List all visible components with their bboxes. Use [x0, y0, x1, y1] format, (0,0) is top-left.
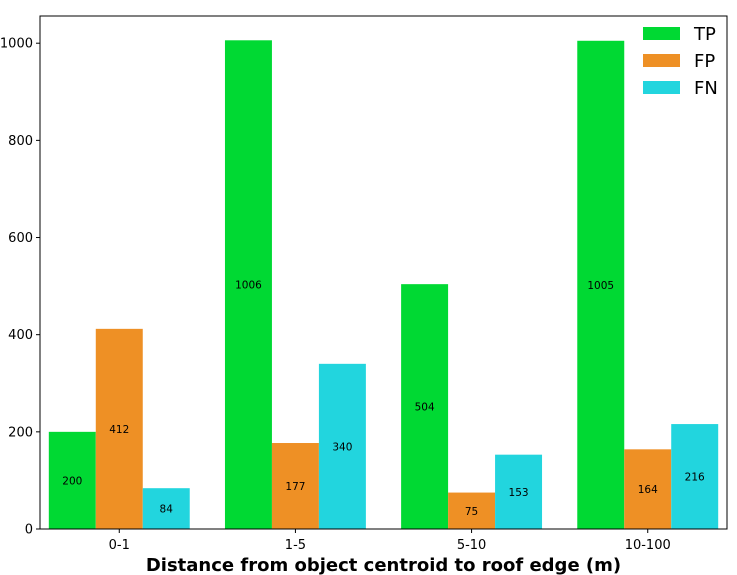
bar-tp-1-5 — [224, 40, 272, 530]
bar-value-label: 1005 — [587, 280, 614, 292]
bar-tp-0-1 — [48, 431, 96, 529]
bar-value-label: 1006 — [235, 280, 262, 292]
bar-fn-10-100 — [671, 424, 719, 529]
legend: TP FP FN — [643, 24, 718, 99]
y-tick-label: 0 — [25, 523, 33, 538]
bar-labels-layer: 200 1006 504 1005 412 177 75 164 84 340 153 216 — [62, 280, 705, 518]
legend-swatch-fn — [643, 81, 680, 94]
x-tick-label: 1-5 — [285, 538, 306, 553]
bar-fp-1-5 — [271, 443, 319, 529]
bar-fn-0-1 — [142, 488, 190, 529]
bar-fn-5-10 — [495, 454, 543, 529]
x-axis-title: Distance from object centroid to roof ed… — [146, 555, 621, 575]
bar-fp-10-100 — [624, 449, 672, 529]
x-tick-label: 0-1 — [109, 538, 130, 553]
x-tick-label: 5-10 — [457, 538, 487, 553]
y-tick-label: 400 — [8, 328, 33, 343]
legend-label-tp: TP — [693, 24, 716, 45]
y-tick-label: 800 — [8, 134, 33, 149]
bar-value-label: 412 — [109, 424, 129, 436]
legend-label-fn: FN — [694, 78, 718, 99]
bar-value-label: 84 — [160, 504, 174, 516]
bar-value-label: 216 — [685, 472, 705, 484]
plot-area-frame — [39, 15, 728, 530]
y-tick-label: 1000 — [0, 37, 33, 52]
bar-tp-10-100 — [577, 40, 625, 529]
bar-value-label: 200 — [62, 475, 82, 487]
legend-swatch-tp — [643, 27, 680, 40]
bar-fn-1-5 — [318, 363, 366, 529]
bar-value-label: 177 — [285, 481, 305, 493]
y-axis: 0 200 400 600 800 1000 — [0, 37, 40, 538]
bar-value-label: 75 — [465, 506, 478, 518]
bar-fp-0-1 — [95, 328, 143, 529]
y-tick-label: 600 — [8, 231, 33, 246]
bar-value-label: 340 — [332, 441, 352, 453]
bar-tp-5-10 — [401, 284, 449, 529]
x-tick-label: 10-100 — [625, 538, 671, 553]
y-tick-label: 200 — [8, 425, 33, 440]
legend-swatch-fp — [643, 54, 680, 67]
bar-fp-5-10 — [448, 492, 496, 529]
bars-layer — [48, 40, 719, 530]
bar-value-label: 164 — [638, 484, 658, 496]
bar-value-label: 504 — [415, 402, 435, 414]
legend-label-fp: FP — [694, 51, 715, 72]
x-axis: 0-1 1-5 5-10 10-100 — [109, 529, 671, 553]
bar-value-label: 153 — [509, 487, 529, 499]
